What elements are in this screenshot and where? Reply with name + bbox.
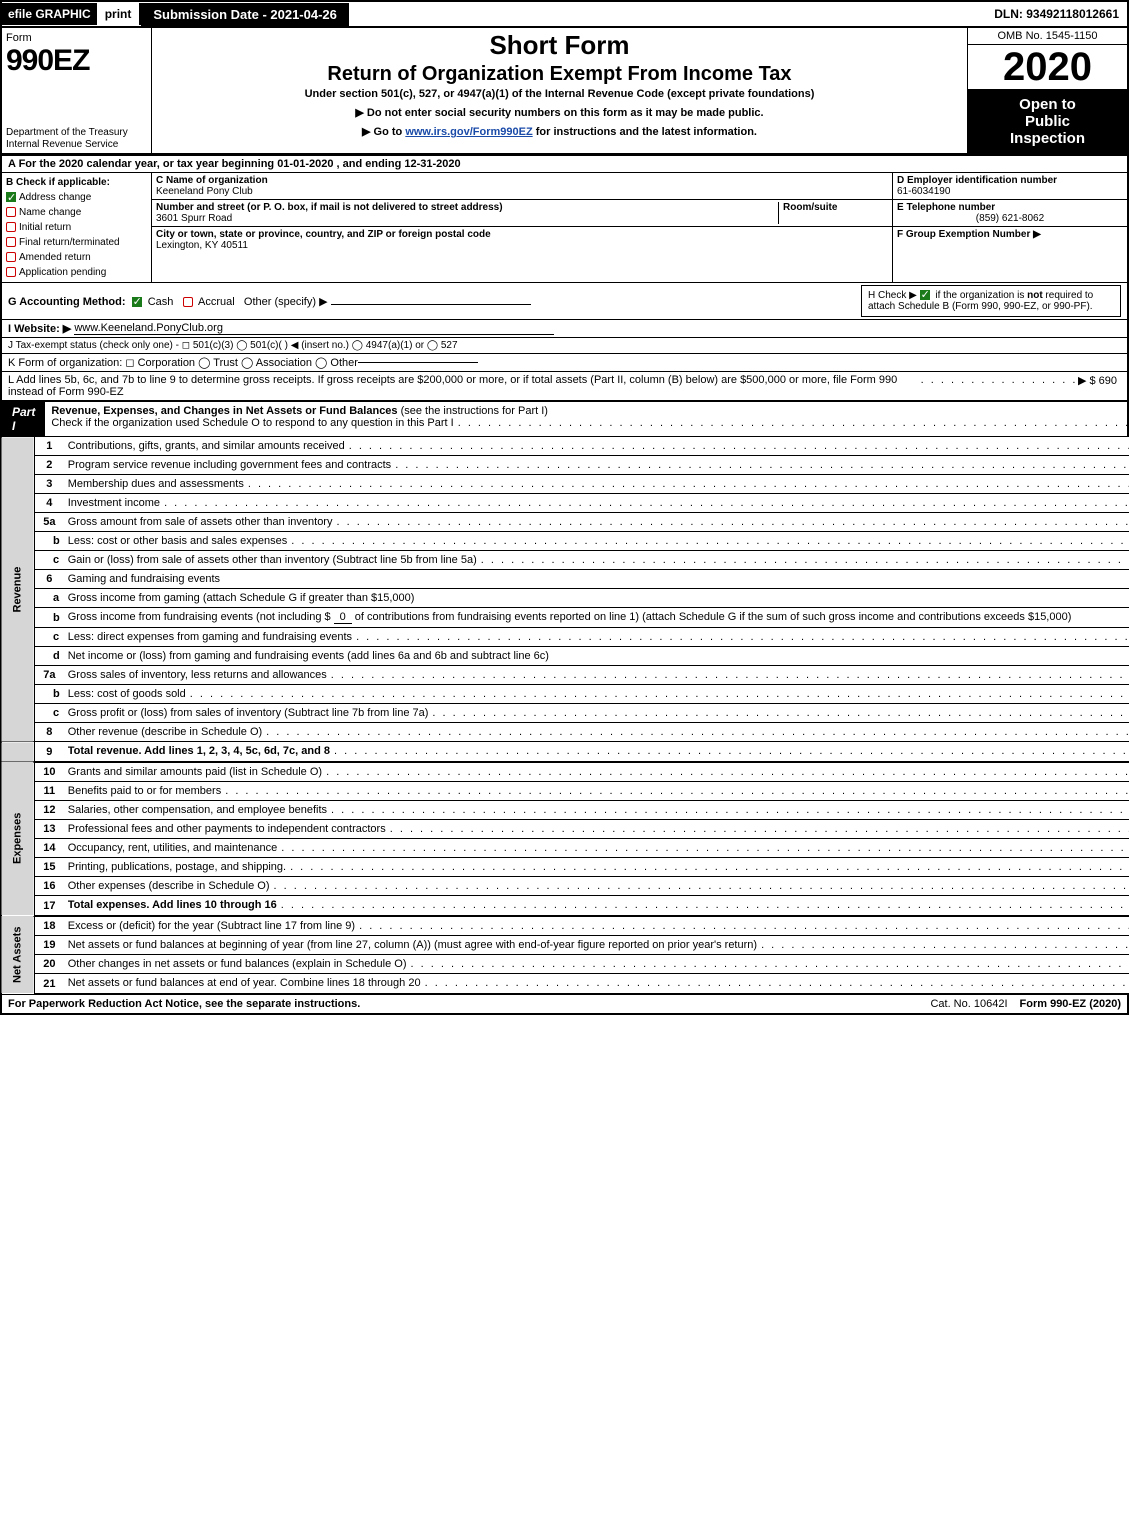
form-header: Form 990EZ Department of the Treasury In… bbox=[0, 26, 1129, 156]
val-6b-contrib: 0 bbox=[334, 611, 352, 624]
goto-pre: ▶ Go to bbox=[362, 126, 405, 138]
open-to-public: Open to Public Inspection bbox=[968, 90, 1127, 153]
dept-treasury: Department of the Treasury bbox=[6, 127, 147, 139]
sidetab-expenses: Expenses bbox=[1, 762, 35, 916]
page-footer: For Paperwork Reduction Act Notice, see … bbox=[0, 995, 1129, 1015]
city-state-zip: Lexington, KY 40511 bbox=[156, 240, 888, 251]
form-title: Short Form bbox=[160, 30, 959, 61]
schedule-b-box: H Check ▶ if the organization is not req… bbox=[861, 285, 1121, 317]
chk-amended[interactable] bbox=[6, 252, 16, 262]
dept-irs: Internal Revenue Service bbox=[6, 139, 147, 151]
dln: DLN: 93492118012661 bbox=[986, 3, 1127, 25]
street-label: Number and street (or P. O. box, if mail… bbox=[156, 202, 778, 213]
ein: 61-6034190 bbox=[897, 186, 1123, 197]
under-section: Under section 501(c), 527, or 4947(a)(1)… bbox=[160, 88, 959, 100]
city-label: City or town, state or province, country… bbox=[156, 229, 888, 240]
telephone: (859) 621-8062 bbox=[897, 213, 1123, 224]
org-name-label: C Name of organization bbox=[156, 175, 888, 186]
cat-no: Cat. No. 10642I bbox=[924, 995, 1013, 1013]
chk-address-change[interactable] bbox=[6, 192, 16, 202]
top-bar: efile GRAPHIC print Submission Date - 20… bbox=[0, 0, 1129, 26]
chk-name-change[interactable] bbox=[6, 207, 16, 217]
entity-block: B Check if applicable: Address change Na… bbox=[0, 173, 1129, 283]
row-l: L Add lines 5b, 6c, and 7b to line 9 to … bbox=[0, 372, 1129, 402]
part1-header: Part I Revenue, Expenses, and Changes in… bbox=[0, 402, 1129, 437]
omb-number: OMB No. 1545-1150 bbox=[968, 28, 1127, 45]
tax-year-line: A For the 2020 calendar year, or tax yea… bbox=[0, 156, 1129, 173]
form-number: 990EZ bbox=[6, 44, 147, 78]
chk-final-return[interactable] bbox=[6, 237, 16, 247]
check-if-applicable: B Check if applicable: Address change Na… bbox=[2, 173, 152, 282]
chk-cash[interactable] bbox=[132, 297, 142, 307]
efile-label: efile GRAPHIC bbox=[2, 3, 97, 25]
org-name: Keeneland Pony Club bbox=[156, 186, 888, 197]
goto-post: for instructions and the latest informat… bbox=[533, 126, 757, 138]
ssn-warning: ▶ Do not enter social security numbers o… bbox=[160, 106, 959, 119]
part1-label: Part I bbox=[2, 402, 45, 436]
chk-app-pending[interactable] bbox=[6, 267, 16, 277]
ein-label: D Employer identification number bbox=[897, 175, 1123, 186]
form-word: Form bbox=[6, 32, 147, 44]
group-exemption-label: F Group Exemption Number ▶ bbox=[897, 229, 1123, 240]
print-button[interactable]: print bbox=[97, 3, 142, 25]
website: www.Keeneland.PonyClub.org bbox=[74, 322, 554, 335]
sidetab-netassets: Net Assets bbox=[1, 916, 35, 994]
row-g-h: G Accounting Method: Cash Accrual Other … bbox=[0, 283, 1129, 320]
row-k: K Form of organization: ◻ Corporation ◯ … bbox=[0, 354, 1129, 372]
gross-receipts: ▶ $ 690 bbox=[1078, 374, 1121, 398]
form-ref: Form 990-EZ (2020) bbox=[1014, 995, 1127, 1013]
chk-initial-return[interactable] bbox=[6, 222, 16, 232]
paperwork-notice: For Paperwork Reduction Act Notice, see … bbox=[2, 995, 924, 1013]
chk-accrual[interactable] bbox=[183, 297, 193, 307]
row-i: I Website: ▶ www.Keeneland.PonyClub.org bbox=[0, 320, 1129, 338]
room-label: Room/suite bbox=[783, 202, 888, 213]
part1-table: Revenue 1 Contributions, gifts, grants, … bbox=[0, 437, 1129, 995]
submission-date: Submission Date - 2021-04-26 bbox=[141, 3, 349, 26]
irs-link[interactable]: www.irs.gov/Form990EZ bbox=[405, 126, 532, 138]
tel-label: E Telephone number bbox=[897, 202, 1123, 213]
form-subtitle: Return of Organization Exempt From Incom… bbox=[160, 63, 959, 86]
sidetab-revenue: Revenue bbox=[1, 437, 35, 742]
tax-year: 2020 bbox=[968, 45, 1127, 90]
chk-schedule-b[interactable] bbox=[920, 290, 930, 300]
row-j: J Tax-exempt status (check only one) - ◻… bbox=[0, 338, 1129, 354]
street: 3601 Spurr Road bbox=[156, 213, 778, 224]
